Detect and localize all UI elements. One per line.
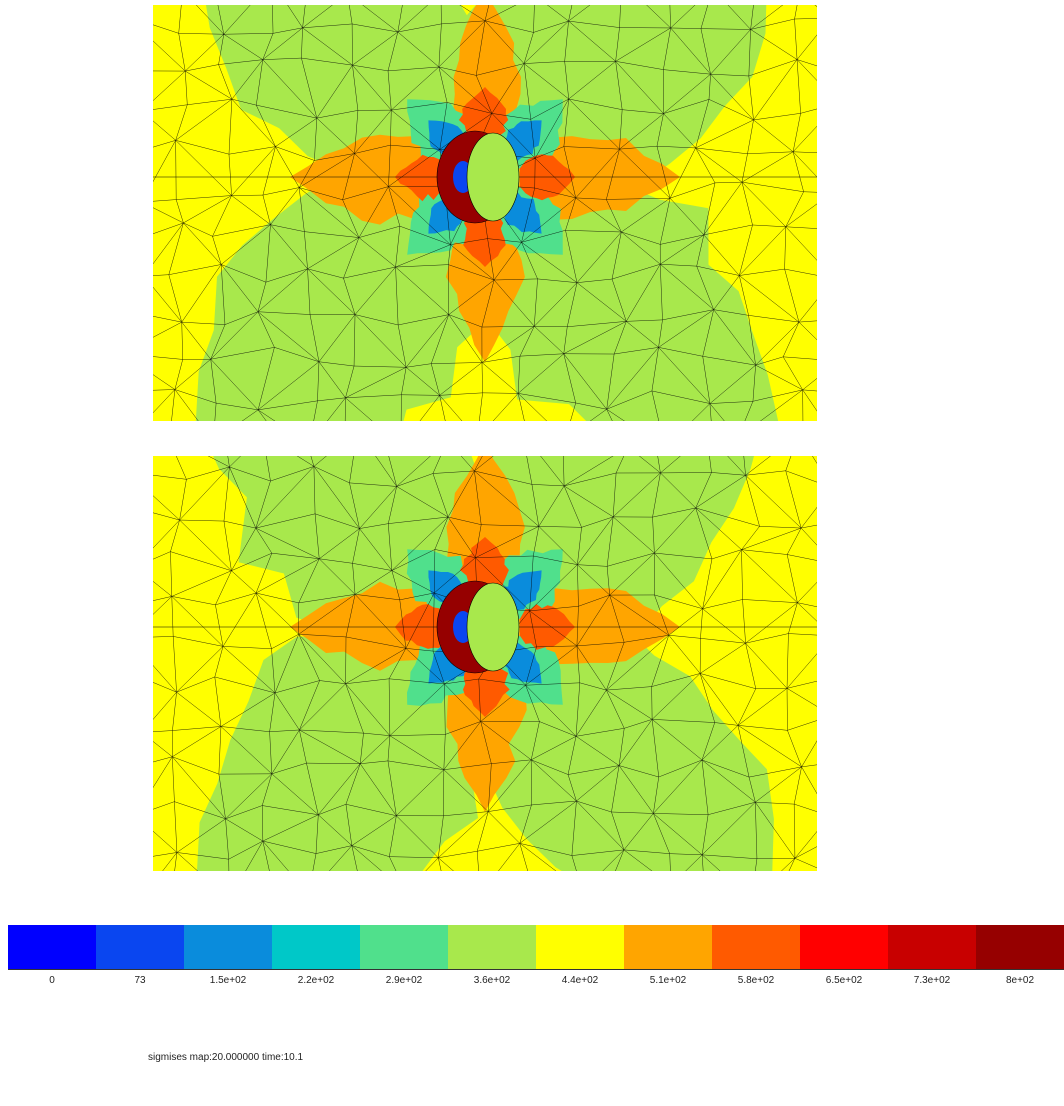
colorbar-swatch	[536, 925, 625, 969]
colorbar-swatch	[96, 925, 185, 969]
colorbar-label: 1.5e+02	[210, 975, 247, 986]
colorbar-swatch	[360, 925, 449, 969]
colorbar-swatch	[8, 925, 97, 969]
colorbar-swatch	[448, 925, 537, 969]
colorbar-label: 6.5e+02	[826, 975, 863, 986]
colorbar-swatch	[184, 925, 273, 969]
region	[463, 662, 510, 717]
region	[395, 604, 450, 649]
colorbar-label: 8e+02	[1006, 975, 1035, 986]
colorbar-swatch	[624, 925, 713, 969]
region	[463, 212, 506, 267]
colorbar-label: 4.4e+02	[562, 975, 599, 986]
colorbar-label: 3.6e+02	[474, 975, 511, 986]
colorbar-label: 73	[134, 975, 146, 986]
colorbar-swatch	[888, 925, 977, 969]
hole-face	[466, 582, 520, 672]
colorbar-swatch	[800, 925, 889, 969]
hole-face	[466, 132, 520, 222]
colorbar-swatch	[976, 925, 1064, 969]
colorbar-label: 2.9e+02	[386, 975, 423, 986]
region	[395, 154, 450, 202]
mesh	[153, 456, 817, 871]
colorbar-swatch	[272, 925, 361, 969]
colorbar-label: 7.3e+02	[914, 975, 951, 986]
mesh	[153, 5, 817, 421]
colorbar-label: 0	[49, 975, 55, 986]
caption: sigmises map:20.000000 time:10.1	[148, 1052, 304, 1063]
colorbar-label: 2.2e+02	[298, 975, 335, 986]
colorbar-label: 5.1e+02	[650, 975, 687, 986]
region	[458, 87, 509, 142]
colorbar: 0 73 1.5e+02 2.2e+02 2.9e+02 3.6e+02 4.4e+02 5.…	[8, 925, 1064, 986]
colorbar-label: 5.8e+02	[738, 975, 775, 986]
contour-panel	[153, 5, 817, 421]
contour-panel	[153, 456, 817, 871]
colorbar-swatch	[712, 925, 801, 969]
